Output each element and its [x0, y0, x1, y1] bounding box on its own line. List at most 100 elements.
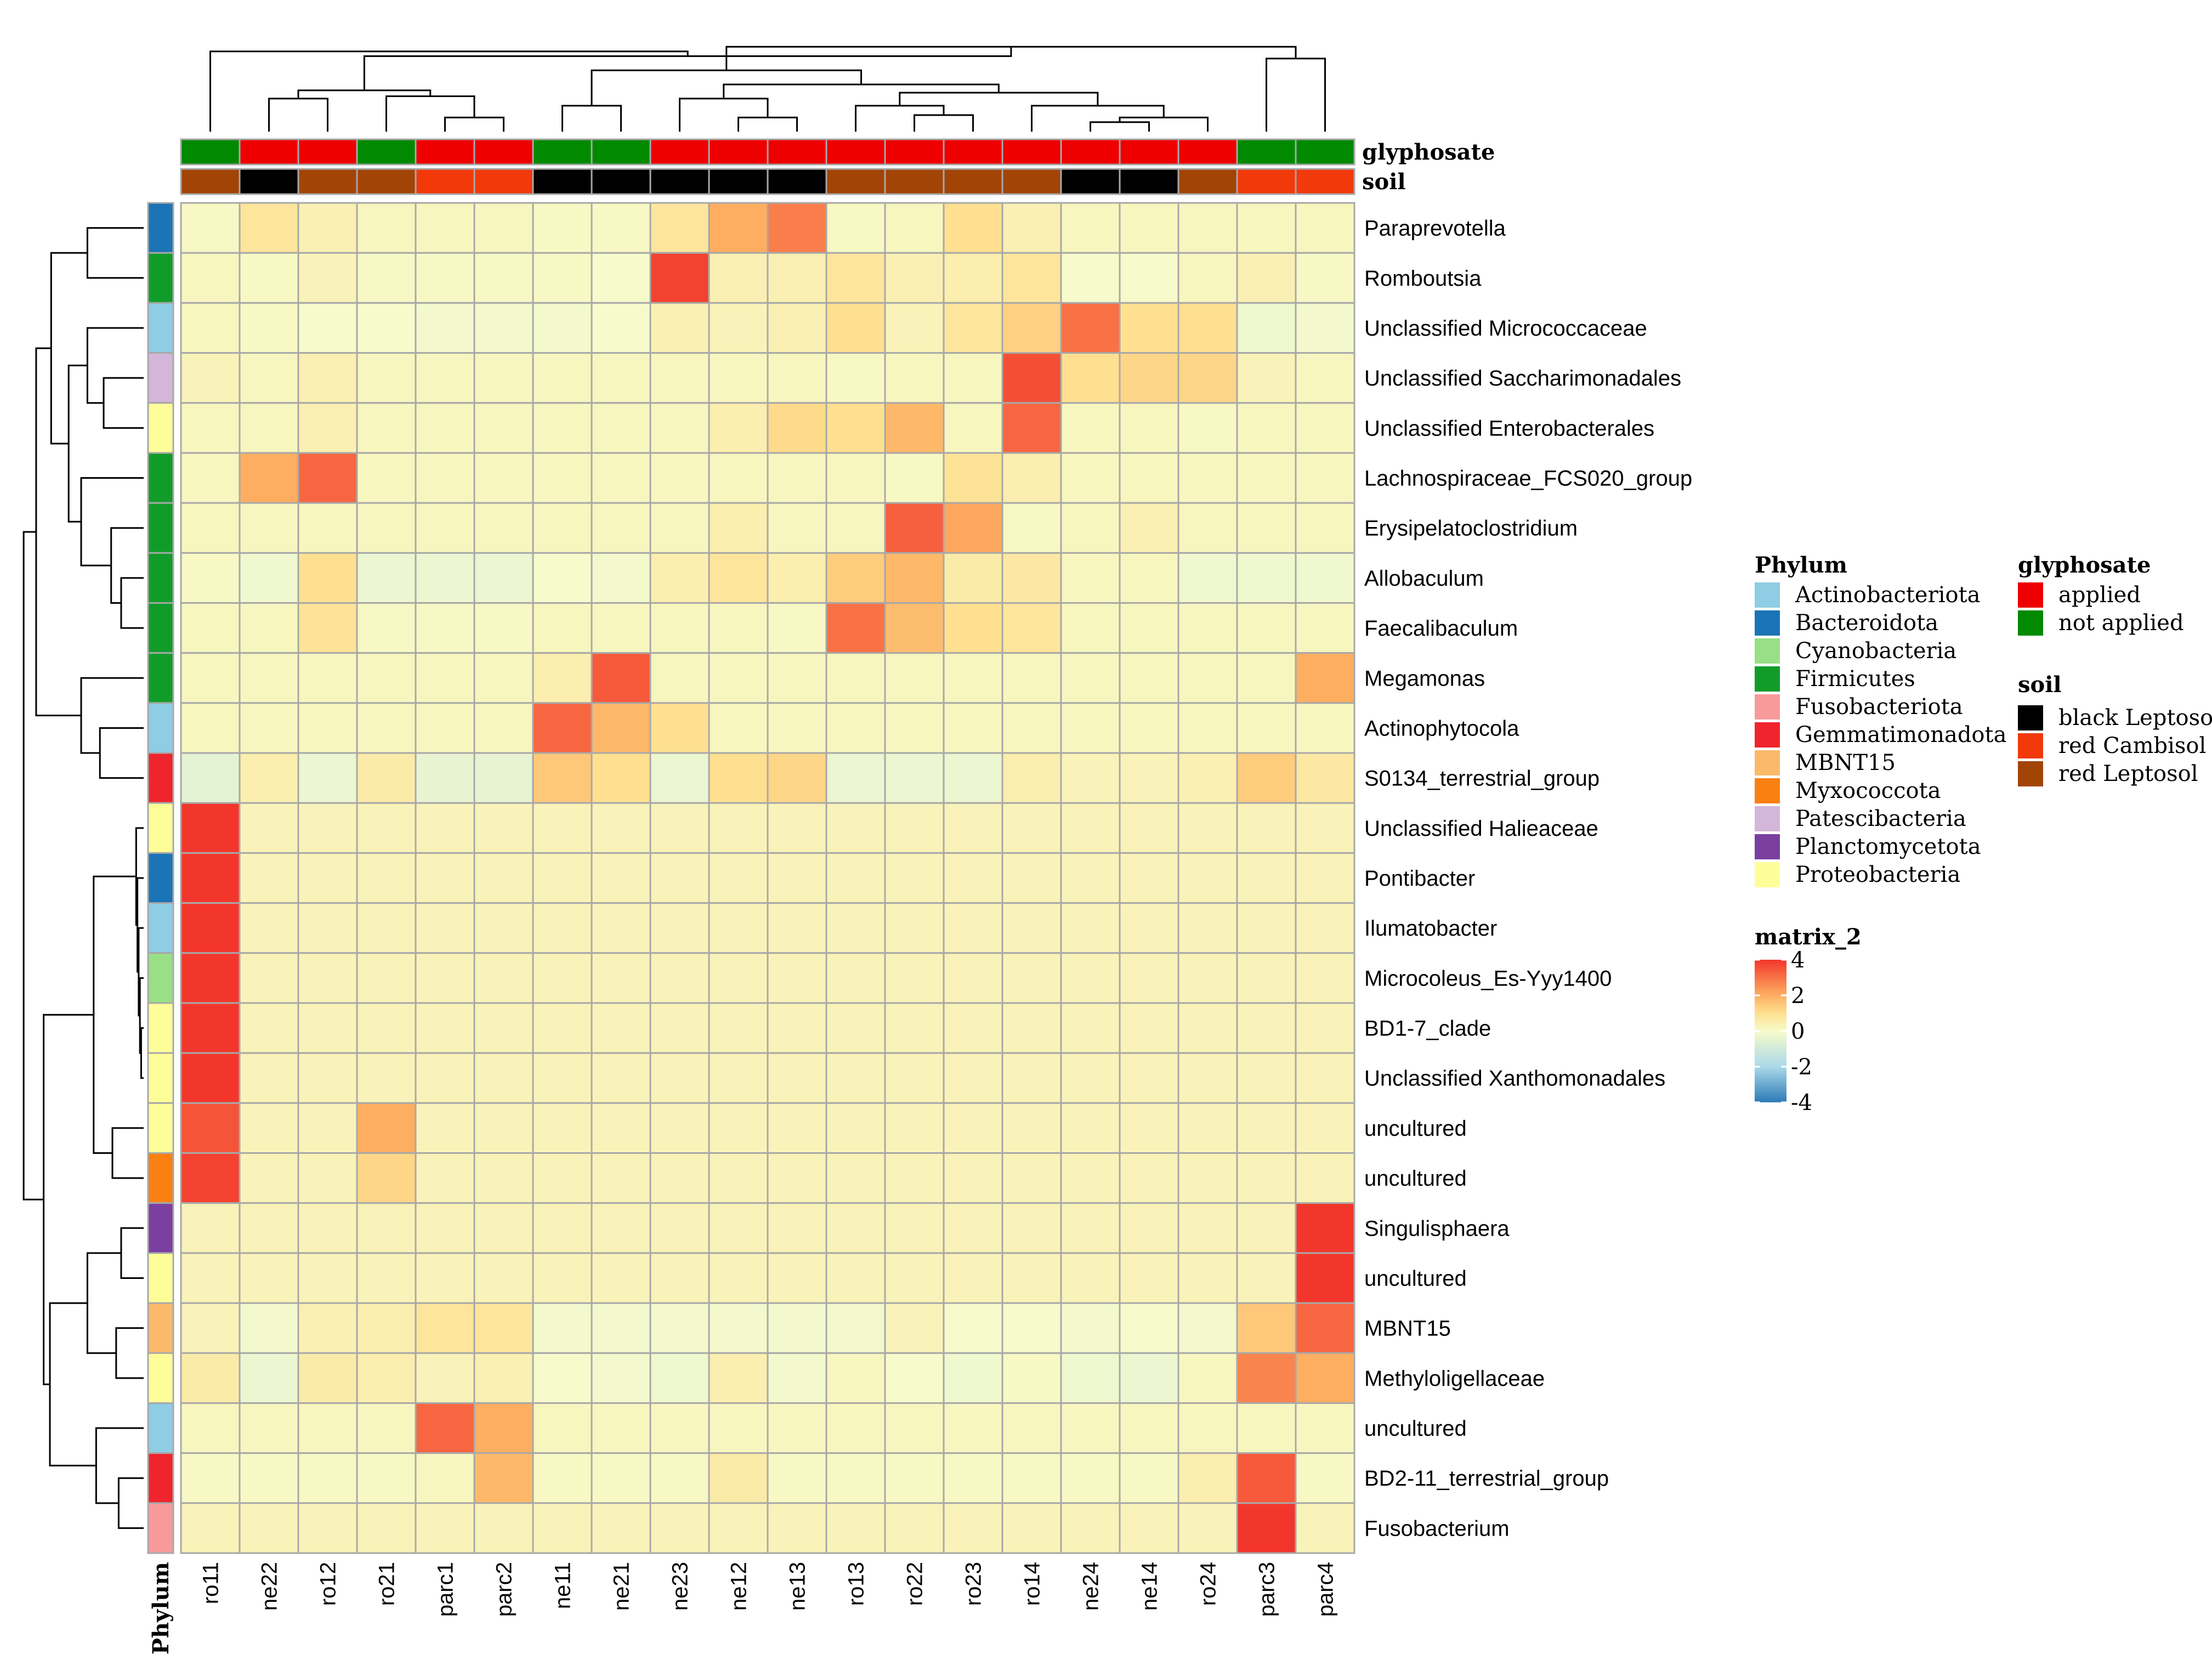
heatmap-cell	[1060, 852, 1121, 904]
heatmap-cell	[1001, 1302, 1062, 1354]
heatmap-cell	[591, 1402, 651, 1454]
heatmap-cell	[1177, 552, 1238, 604]
heatmap-cell	[1177, 252, 1238, 304]
heatmap-cell	[1001, 252, 1062, 304]
heatmap-cell	[825, 1152, 886, 1204]
dendrogram-branch	[22, 531, 44, 1200]
heatmap-cell	[884, 1502, 945, 1554]
legend-swatch	[2018, 733, 2043, 758]
dendrogram-branch	[120, 577, 144, 629]
heatmap-cell	[1295, 902, 1355, 954]
heatmap-cell	[708, 502, 769, 554]
heatmap-cell	[180, 202, 241, 254]
heatmap-cell	[943, 652, 1003, 704]
heatmap-cell	[649, 1102, 710, 1154]
heatmap-cell	[1295, 502, 1355, 554]
phylum-annotation-cell	[147, 452, 174, 504]
heatmap-cell	[473, 252, 534, 304]
column-label: ro21	[375, 1562, 399, 1606]
heatmap-cell	[825, 652, 886, 704]
legend-label: Patescibacteria	[1795, 806, 1966, 831]
column-label: ne22	[258, 1562, 282, 1611]
heatmap-cell	[1236, 1202, 1297, 1254]
heatmap-cell	[297, 352, 358, 404]
heatmap-cell	[943, 1052, 1003, 1104]
heatmap-cell	[1001, 402, 1062, 454]
phylum-annotation-cell	[147, 752, 174, 804]
heatmap-cell	[297, 802, 358, 854]
heatmap-cell	[591, 752, 651, 804]
heatmap-cell	[943, 1252, 1003, 1304]
heatmap-cell	[591, 552, 651, 604]
heatmap-cell	[884, 652, 945, 704]
column-label: ne23	[668, 1562, 693, 1611]
heatmap-cell	[884, 202, 945, 254]
glyphosate-annotation-cell	[767, 138, 827, 166]
heatmap-cell	[1001, 702, 1062, 754]
glyphosate-annotation-cell	[356, 138, 417, 166]
heatmap-cell	[1060, 752, 1121, 804]
heatmap-cell	[1060, 202, 1121, 254]
heatmap-cell	[1001, 1152, 1062, 1204]
heatmap-cell	[884, 952, 945, 1004]
glyphosate-annotation-cell	[943, 138, 1003, 166]
phylum-annotation-cell	[147, 552, 174, 604]
heatmap-cell	[180, 902, 241, 954]
heatmap-cell	[1177, 402, 1238, 454]
row-label: Methyloligellaceae	[1364, 1367, 1545, 1391]
heatmap-cell	[884, 1052, 945, 1104]
heatmap-cell	[825, 702, 886, 754]
heatmap-cell	[180, 952, 241, 1004]
heatmap-cell	[1295, 1052, 1355, 1104]
phylum-annotation-cell	[147, 1152, 174, 1204]
heatmap-cell	[943, 1302, 1003, 1354]
heatmap-cell	[1236, 502, 1297, 554]
heatmap-cell	[356, 502, 417, 554]
soil-annotation-cell	[943, 168, 1003, 195]
heatmap-cell	[239, 952, 299, 1004]
heatmap-cell	[943, 302, 1003, 354]
column-label: ne21	[610, 1562, 634, 1611]
heatmap-cell	[708, 1502, 769, 1554]
heatmap-cell	[767, 702, 827, 754]
dendrogram-branch	[86, 227, 144, 279]
heatmap-cell	[1295, 352, 1355, 404]
heatmap-cell	[884, 602, 945, 654]
heatmap-cell	[591, 1152, 651, 1204]
soil-annotation-cell	[767, 168, 827, 195]
heatmap-cell	[1295, 552, 1355, 604]
heatmap-cell	[180, 1102, 241, 1154]
heatmap-cell	[415, 1502, 475, 1554]
soil-annotation-cell	[708, 168, 769, 195]
heatmap-cell	[1177, 1152, 1238, 1204]
heatmap-cell	[884, 302, 945, 354]
heatmap-cell	[708, 1202, 769, 1254]
legend-swatch	[2018, 761, 2043, 786]
heatmap-cell	[356, 352, 417, 404]
heatmap-cell	[180, 1052, 241, 1104]
heatmap-cell	[297, 1252, 358, 1304]
legend-label: black Leptosol	[2058, 705, 2212, 730]
heatmap-cell	[591, 1302, 651, 1354]
heatmap-cell	[708, 452, 769, 504]
heatmap-cell	[884, 452, 945, 504]
heatmap-cell	[591, 652, 651, 704]
phylum-annotation-cell	[147, 1452, 174, 1504]
heatmap-cell	[708, 852, 769, 904]
heatmap-cell	[884, 1302, 945, 1354]
heatmap-cell	[943, 552, 1003, 604]
heatmap-cell	[532, 352, 593, 404]
heatmap-cell	[180, 252, 241, 304]
glyphosate-annotation-label: glyphosate	[1362, 139, 1495, 165]
heatmap-cell	[1119, 952, 1179, 1004]
heatmap-cell	[708, 1002, 769, 1054]
heatmap-cell	[1001, 852, 1062, 904]
heatmap-cell	[1295, 1002, 1355, 1054]
dendrogram-branch	[93, 875, 137, 1154]
heatmap-cell	[708, 602, 769, 654]
heatmap-cell	[473, 452, 534, 504]
heatmap-cell	[180, 802, 241, 854]
heatmap-cell	[239, 1102, 299, 1154]
legend-swatch	[2018, 705, 2043, 730]
heatmap-cell	[591, 1052, 651, 1104]
